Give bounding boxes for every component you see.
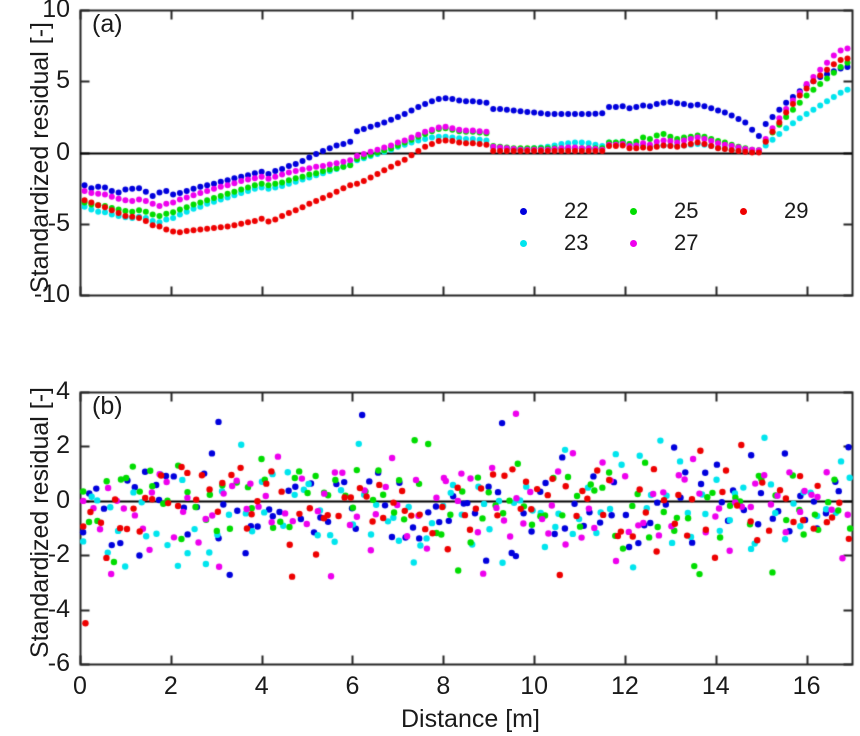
x-tick-8: 8 (436, 672, 451, 700)
x-tick-12: 12 (611, 672, 639, 700)
x-tick-16: 16 (792, 672, 821, 700)
panel-a-ytick-10: 10 (42, 0, 70, 23)
legend-marker-23 (520, 240, 527, 247)
x-tick-2: 2 (163, 672, 178, 700)
legend-label-29: 29 (784, 198, 809, 223)
x-tick-0: 0 (73, 672, 87, 700)
panel-a-ytick--5: -5 (47, 208, 70, 237)
panel-b-label: (b) (92, 392, 123, 420)
panel-a-y-axis-title: Standardized residual [-] (26, 22, 54, 293)
panel-b-ytick--6: -6 (47, 649, 70, 677)
legend-marker-29 (740, 208, 747, 215)
x-tick-14: 14 (701, 672, 730, 700)
x-tick-4: 4 (254, 672, 269, 700)
panel-b-ytick--2: -2 (47, 540, 70, 569)
x-axis-title: Distance [m] (401, 705, 540, 733)
panel-b-ytick-4: 4 (56, 377, 70, 405)
legend-marker-22 (520, 208, 527, 215)
panel-a-ytick--10: -10 (33, 280, 70, 308)
x-tick-10: 10 (520, 672, 549, 700)
panel-b-ytick-0: 0 (56, 485, 70, 514)
legend-marker-25 (630, 208, 637, 215)
panel-b-ytick-2: 2 (56, 431, 70, 460)
legend-label-23: 23 (564, 230, 589, 255)
panel-b-ytick--4: -4 (47, 594, 70, 623)
legend-label-27: 27 (674, 230, 699, 255)
panel-a-ytick-5: 5 (56, 66, 70, 95)
panel-a-ytick-0: 0 (56, 137, 70, 166)
panel-a-label: (a) (92, 10, 123, 38)
legend-marker-27 (630, 240, 637, 247)
x-tick-6: 6 (345, 672, 360, 700)
legend-label-22: 22 (564, 198, 589, 223)
legend-label-25: 25 (674, 198, 699, 223)
